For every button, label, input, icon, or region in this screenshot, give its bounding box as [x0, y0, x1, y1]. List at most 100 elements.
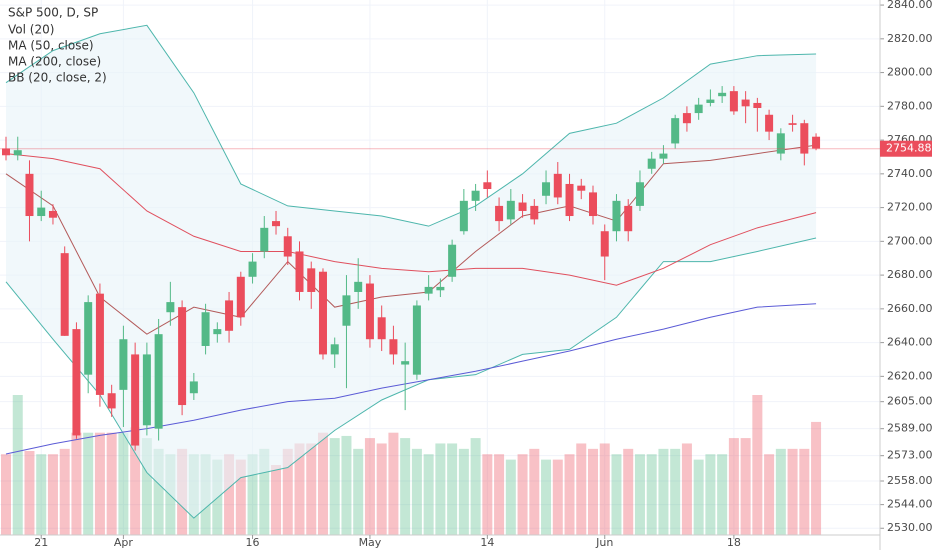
candle-body: [459, 200, 468, 232]
volume-bar: [529, 448, 540, 535]
volume-bar: [400, 438, 411, 535]
candle-body: [318, 271, 327, 355]
y-tick-label: 2820.00: [887, 32, 932, 45]
volume-bar: [552, 459, 563, 535]
volume-bar: [517, 454, 528, 535]
candle-body: [577, 185, 586, 191]
candle-body: [272, 221, 281, 227]
candle-body: [107, 393, 116, 409]
candle-body: [647, 158, 656, 169]
y-tick-label: 2660.00: [887, 302, 932, 315]
candle-body: [753, 102, 762, 109]
candle-body: [506, 200, 515, 220]
candle-body: [389, 339, 398, 355]
volume-bar: [329, 438, 340, 535]
candle-body: [812, 136, 821, 149]
x-tick-label: 18: [727, 536, 741, 549]
volume-bar: [36, 454, 47, 535]
volume-bar: [353, 448, 364, 535]
candle-body: [553, 173, 562, 198]
y-tick-label: 2573.00: [887, 449, 932, 462]
candle-body: [788, 123, 797, 125]
volume-bar: [693, 459, 704, 535]
candle-body: [483, 182, 492, 190]
volume-bar: [364, 438, 375, 535]
legend-entry: MA (50, close): [8, 39, 94, 53]
volume-bar: [634, 454, 645, 535]
y-tick-label: 2640.00: [887, 336, 932, 349]
candle-body: [142, 354, 151, 426]
candle-body: [48, 210, 57, 218]
volume-bar: [799, 448, 810, 535]
volume-bar: [47, 454, 58, 535]
candle-body: [37, 207, 46, 217]
x-tick-label: Apr: [114, 536, 134, 549]
candle-body: [659, 153, 668, 159]
volume-bar: [494, 454, 505, 535]
volume-bar: [505, 459, 516, 535]
candle-body: [260, 227, 269, 252]
volume-bar: [611, 454, 622, 535]
volume-bar: [764, 454, 775, 535]
volume-bar: [153, 448, 164, 535]
x-tick-label: 16: [246, 536, 260, 549]
volume-bar: [83, 432, 94, 535]
candle-body: [635, 182, 644, 206]
candle-body: [412, 305, 421, 375]
candle-body: [236, 276, 245, 318]
volume-bar: [588, 448, 598, 535]
volume-bar: [71, 432, 82, 535]
volume-bar: [681, 443, 692, 535]
y-tick-label: 2544.00: [887, 498, 932, 511]
volume-bar: [740, 438, 751, 535]
volume-bar: [59, 448, 70, 535]
candle-body: [718, 92, 727, 97]
candle-body: [178, 307, 187, 406]
volume-bar: [752, 395, 763, 535]
legend-entry: MA (200, close): [8, 55, 101, 69]
chart-title: S&P 500, D, SP: [8, 6, 98, 20]
volume-bar: [775, 448, 786, 535]
volume-bar: [94, 432, 105, 535]
y-tick-label: 2840.00: [887, 0, 932, 11]
volume-bar: [811, 421, 822, 535]
volume-bar: [670, 448, 681, 535]
y-tick-label: 2589.00: [887, 422, 932, 435]
volume-bar: [106, 432, 117, 535]
candle-body: [154, 334, 163, 429]
legend-entry: BB (20, close, 2): [8, 71, 107, 85]
candle-body: [694, 104, 703, 114]
candle-body: [342, 295, 351, 326]
candle-body: [530, 205, 539, 220]
band-basis: [5, 144, 817, 335]
candle-body: [424, 286, 433, 294]
y-tick-label: 2780.00: [887, 99, 932, 112]
volume-bar: [376, 443, 387, 535]
candle-body: [448, 244, 457, 277]
candle-body: [741, 99, 750, 107]
candle-body: [330, 344, 339, 355]
candle-body: [13, 150, 22, 156]
candle-body: [225, 300, 234, 331]
candle-body: [307, 268, 316, 292]
candle-body: [131, 354, 140, 446]
volume-bar: [118, 432, 129, 535]
volume-bar: [787, 448, 798, 535]
candle-body: [401, 361, 410, 365]
candle-body: [248, 261, 257, 277]
volume-bar: [435, 443, 446, 535]
y-tick-label: 2558.00: [887, 474, 932, 487]
x-tick-label: Jun: [595, 536, 613, 549]
y-tick-label: 2700.00: [887, 234, 932, 247]
volume-bar: [447, 443, 458, 535]
band-line: [5, 24, 817, 227]
candle-body: [189, 381, 198, 394]
candle-body: [213, 329, 222, 335]
volume-bar: [282, 448, 293, 535]
last-price-label: 2754.88: [886, 142, 932, 155]
y-tick-label: 2620.00: [887, 369, 932, 382]
volume-bar: [599, 443, 610, 535]
y-tick-label: 2800.00: [887, 66, 932, 79]
last-price-box: [880, 140, 932, 157]
